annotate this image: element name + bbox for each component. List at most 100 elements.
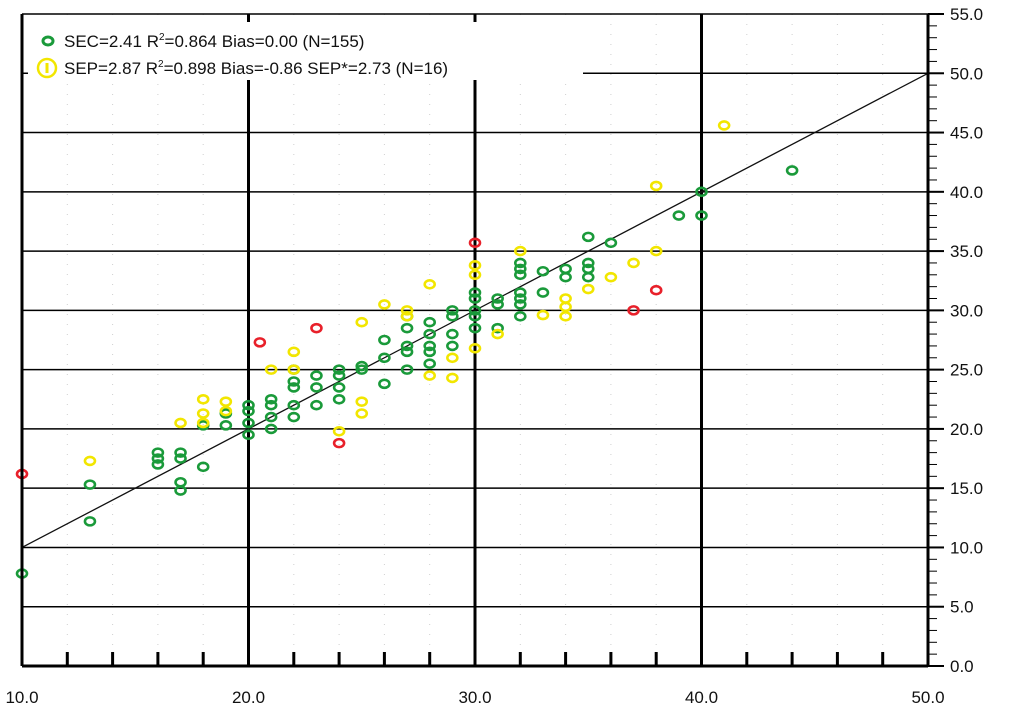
calibration-point [423, 316, 437, 328]
legend: SEC=2.41 R2=0.864 Bias=0.00 (N=155) SEP=… [28, 22, 583, 80]
calibration-point [151, 453, 165, 464]
validation-point [355, 408, 369, 419]
calibration-point [242, 405, 255, 417]
outlier-point [332, 437, 346, 449]
validation-point [468, 269, 482, 281]
validation-point [559, 310, 572, 322]
calibration-point [400, 322, 414, 334]
validation-point [83, 455, 97, 467]
y-tick-label: 20.0 [950, 420, 983, 439]
calibration-point [785, 165, 799, 176]
calibration-point [287, 411, 301, 423]
calibration-point [332, 364, 346, 375]
validation-point [581, 283, 595, 295]
calibration-point [491, 299, 504, 310]
calibration-point [264, 393, 278, 405]
validation-point [378, 299, 391, 310]
calibration-point [513, 299, 527, 310]
calibration-point [468, 305, 482, 316]
validation-point [446, 372, 459, 384]
validation-point [513, 245, 527, 257]
validation-point [491, 328, 504, 340]
y-tick-label: 10.0 [950, 538, 983, 557]
calibration-point [242, 399, 255, 411]
calibration-point [513, 287, 527, 298]
calibration-point [423, 346, 437, 358]
calibration-point [604, 237, 618, 249]
calibration-point [355, 360, 369, 372]
calibration-point [513, 310, 527, 322]
validation-point [649, 180, 663, 192]
validation-point [287, 346, 301, 358]
calibration-point [287, 376, 301, 387]
calibration-point [378, 378, 391, 390]
calibration-point [581, 231, 595, 243]
legend-entry-validation: SEP=2.87 R2=0.898 Bias=-0.86 SEP*=2.73 (… [64, 59, 448, 78]
y-tick-label: 0.0 [950, 657, 974, 676]
calibration-point [287, 382, 301, 393]
calibration-point [468, 287, 482, 298]
validation-point [196, 393, 210, 405]
calibration-point [491, 293, 504, 304]
regression-line [21, 72, 929, 549]
calibration-point [446, 328, 459, 340]
validation-point [717, 120, 731, 131]
legend-entry-calibration: SEC=2.41 R2=0.864 Bias=0.00 (N=155) [64, 32, 364, 51]
calibration-point [151, 447, 165, 458]
calibration-point [310, 382, 323, 393]
outlier-point [468, 237, 482, 249]
y-tick-label: 30.0 [950, 301, 983, 320]
x-tick-label: 30.0 [458, 688, 491, 707]
calibration-point [513, 269, 527, 281]
calibration-point [332, 393, 346, 405]
calibration-point [491, 322, 504, 334]
calibration-point [423, 340, 437, 352]
calibration-point [219, 420, 233, 431]
legend-marker-validation [36, 57, 58, 79]
x-tick-label: 50.0 [911, 688, 944, 707]
calibration-point [581, 257, 595, 269]
calibration-point [468, 322, 482, 334]
calibration-point [310, 370, 323, 381]
y-tick-label: 15.0 [950, 479, 983, 498]
calibration-point [672, 210, 686, 221]
calibration-point [581, 263, 595, 275]
calibration-point [695, 210, 708, 221]
calibration-point [468, 310, 482, 322]
validation-point [559, 293, 572, 304]
calibration-point [355, 364, 369, 375]
y-tick-label: 35.0 [950, 242, 983, 261]
calibration-point [174, 453, 187, 464]
calibration-point [332, 370, 346, 381]
validation-point [196, 408, 210, 419]
validation-point [264, 364, 278, 375]
validation-point [355, 316, 369, 328]
y-tick-label: 50.0 [950, 64, 983, 83]
outlier-point [649, 284, 663, 296]
calibration-point [513, 293, 527, 304]
x-tick-label: 40.0 [685, 688, 718, 707]
calibration-point [287, 399, 301, 411]
validation-point [649, 245, 663, 257]
x-tick-labels: 10.0 20.0 30.0 40.0 50.0 [5, 688, 944, 707]
legend-marker-calibration [41, 35, 55, 47]
calibration-point [378, 334, 391, 346]
calibration-point [264, 423, 278, 435]
calibration-point [310, 399, 323, 411]
calibration-point [513, 263, 527, 275]
calibration-point [378, 352, 391, 364]
axes [20, 13, 944, 668]
y-tick-label: 55.0 [950, 5, 983, 24]
legend-background [28, 22, 583, 80]
validation-point [332, 425, 346, 437]
calibration-point [695, 186, 708, 198]
calibration-point [174, 447, 187, 458]
y-tick-label: 40.0 [950, 183, 983, 202]
validation-point [400, 305, 414, 316]
calibration-point [400, 364, 414, 375]
outlier-point [627, 305, 640, 316]
validation-point [400, 310, 414, 322]
calibration-point [423, 358, 437, 370]
y-tick-label: 45.0 [950, 124, 983, 143]
